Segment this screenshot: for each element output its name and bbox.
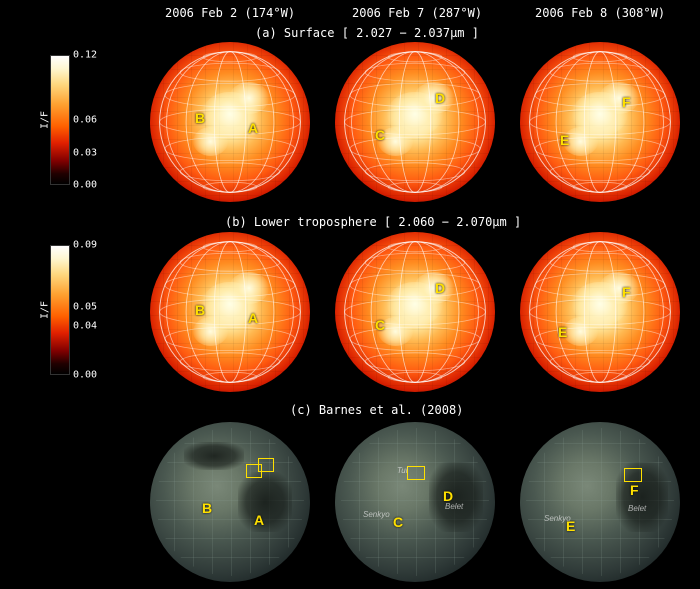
region-label-E: E bbox=[560, 132, 569, 148]
colorbar-a-axis-label: I/F bbox=[40, 111, 51, 129]
row_a-globe-2: EF bbox=[520, 42, 680, 202]
titan-globe bbox=[520, 422, 680, 582]
heat-globe bbox=[520, 232, 680, 392]
bright-spot bbox=[229, 82, 269, 114]
panel-title-b: (b) Lower troposphere [ 2.060 − 2.070μm … bbox=[225, 215, 521, 229]
bright-spot bbox=[229, 272, 269, 304]
region-label-C: C bbox=[375, 317, 385, 333]
row-c-globe-1: SenkyoTuiBeletCD bbox=[335, 422, 495, 582]
region-label-F: F bbox=[622, 284, 631, 300]
dark-patch bbox=[238, 472, 292, 532]
region-label-A: A bbox=[248, 120, 258, 136]
row_b-globe-2: EF bbox=[520, 232, 680, 392]
cb-b-tick-0: 0.09 bbox=[73, 240, 97, 251]
colorbar-b-axis-label: I/F bbox=[40, 301, 51, 319]
titan-globe bbox=[335, 422, 495, 582]
cb-a-tick-3: 0.00 bbox=[73, 180, 97, 191]
dark-patch bbox=[429, 462, 483, 532]
cb-b-tick-2: 0.04 bbox=[73, 320, 97, 331]
date-header-3: 2006 Feb 8 (308°W) bbox=[535, 6, 665, 20]
bright-spot bbox=[563, 317, 598, 346]
panel-title-c: (c) Barnes et al. (2008) bbox=[290, 403, 463, 417]
colorbar-a: I/F 0.12 0.06 0.03 0.00 bbox=[50, 55, 70, 185]
region-label-B: B bbox=[195, 302, 205, 318]
region-label-A: A bbox=[254, 512, 264, 528]
roi-box bbox=[407, 466, 425, 480]
region-label-C: C bbox=[393, 514, 403, 530]
row_b-globe-1: CD bbox=[335, 232, 495, 392]
cb-a-tick-2: 0.03 bbox=[73, 147, 97, 158]
heat-globe bbox=[335, 42, 495, 202]
row_a-globe-1: CD bbox=[335, 42, 495, 202]
region-label-D: D bbox=[435, 90, 445, 106]
region-label-F: F bbox=[622, 94, 631, 110]
dark-patch bbox=[184, 442, 244, 470]
colorbar-b: I/F 0.09 0.05 0.04 0.00 bbox=[50, 245, 70, 375]
row-c-globe-0: BA bbox=[150, 422, 310, 582]
heat-globe bbox=[335, 232, 495, 392]
feature-name: Belet bbox=[628, 504, 646, 513]
region-label-A: A bbox=[248, 310, 258, 326]
bright-spot bbox=[599, 272, 639, 304]
heat-globe bbox=[150, 232, 310, 392]
cb-b-tick-1: 0.05 bbox=[73, 302, 97, 313]
colorbar-a-gradient bbox=[50, 55, 70, 185]
row-c-globe-2: SenkyoBeletEF bbox=[520, 422, 680, 582]
panel-title-a: (a) Surface [ 2.027 − 2.037μm ] bbox=[255, 26, 479, 40]
date-header-2: 2006 Feb 7 (287°W) bbox=[352, 6, 482, 20]
bright-spot bbox=[193, 127, 228, 156]
row_b-globe-0: BA bbox=[150, 232, 310, 392]
region-label-B: B bbox=[202, 500, 212, 516]
feature-name: Senkyo bbox=[363, 510, 390, 519]
date-header-1: 2006 Feb 2 (174°W) bbox=[165, 6, 295, 20]
cb-a-tick-0: 0.12 bbox=[73, 50, 97, 61]
cb-a-tick-1: 0.06 bbox=[73, 115, 97, 126]
region-label-C: C bbox=[375, 127, 385, 143]
region-label-F: F bbox=[630, 482, 639, 498]
region-label-D: D bbox=[443, 488, 453, 504]
colorbar-b-gradient bbox=[50, 245, 70, 375]
titan-globe bbox=[150, 422, 310, 582]
feature-name: Tui bbox=[397, 466, 408, 475]
region-label-E: E bbox=[558, 324, 567, 340]
roi-box bbox=[258, 458, 274, 472]
cb-b-tick-3: 0.00 bbox=[73, 370, 97, 381]
region-label-B: B bbox=[195, 110, 205, 126]
row_a-globe-0: BA bbox=[150, 42, 310, 202]
heat-globe bbox=[150, 42, 310, 202]
bright-spot bbox=[193, 317, 228, 346]
heat-globe bbox=[520, 42, 680, 202]
roi-box bbox=[624, 468, 642, 482]
region-label-E: E bbox=[566, 518, 575, 534]
region-label-D: D bbox=[435, 280, 445, 296]
bright-spot bbox=[599, 82, 639, 114]
